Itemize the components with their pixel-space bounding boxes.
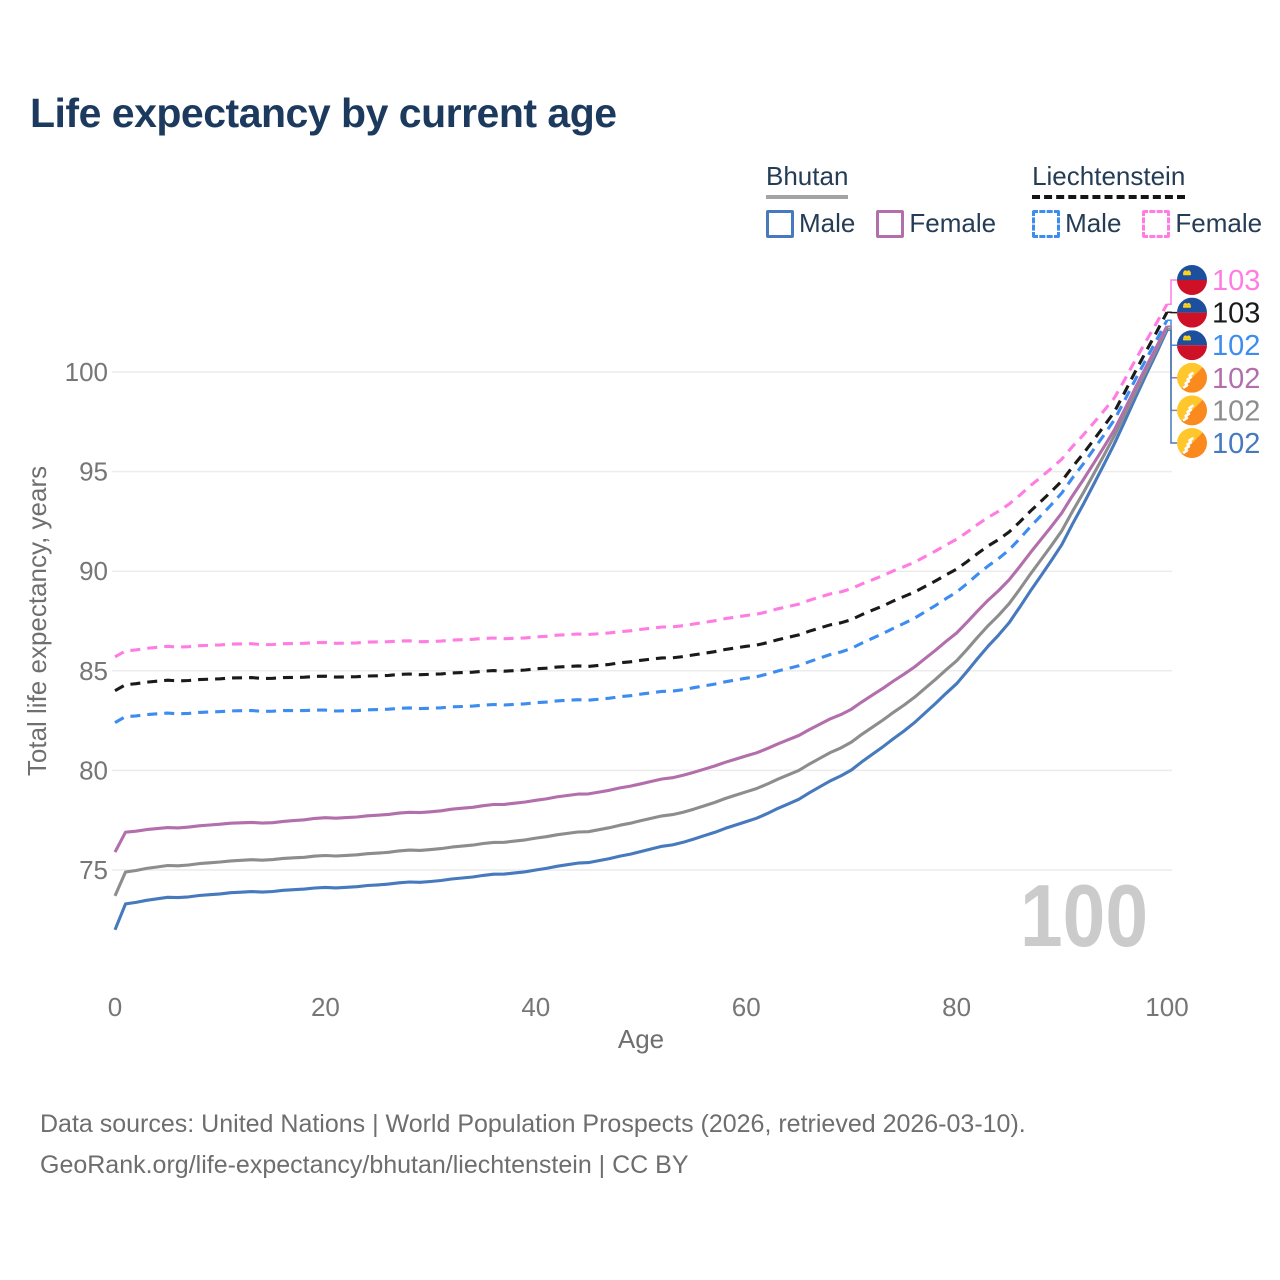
y-tick-label: 95 [79,457,108,487]
end-value-label: 102 [1212,428,1260,460]
legend-label: Female [1175,208,1263,238]
y-axis-title: Total life expectancy, years [22,466,52,776]
liechtenstein-flag-icon [1177,298,1207,328]
bhutan-female-swatch-icon [876,209,905,238]
legend-item-liechtenstein-male[interactable]: Male [1032,208,1121,239]
end-value-label: 103 [1212,265,1260,297]
y-tick-label: 75 [79,855,108,885]
legend-label: Male [1065,208,1122,238]
end-value-label: 102 [1212,395,1260,427]
end-label-connector [1167,319,1177,346]
bhutan-flag-icon [1177,363,1207,393]
x-tick-label: 80 [942,992,971,1022]
x-tick-label: 20 [311,992,340,1022]
line-liechtenstein-male [114,319,1169,724]
legend-item-liechtenstein-female[interactable]: Female [1142,208,1262,239]
end-label-connector [1167,279,1177,306]
end-value-label: 103 [1212,298,1260,330]
page-title: Life expectancy by current age [30,90,617,136]
end-label-connector [1167,327,1177,412]
bhutan-flag-icon [1177,428,1207,458]
y-tick-label: 80 [79,755,108,785]
legend-item-bhutan-male[interactable]: Male [766,208,855,239]
liechtenstein-flag-icon [1177,265,1207,295]
y-tick-label: 100 [65,357,108,387]
footer-url-line: GeoRank.org/life-expectancy/bhutan/liech… [40,1151,689,1179]
legend-label: Male [799,208,856,238]
legend-country-bhutan[interactable]: Bhutan [766,161,849,199]
legend-item-bhutan-female[interactable]: Female [876,208,996,239]
x-tick-label: 0 [108,992,122,1022]
legend-label: Female [909,208,997,238]
liechtenstein-male-swatch-icon [1032,209,1061,238]
age-counter-watermark: 100 [1020,866,1148,965]
gridlines [112,371,1172,871]
x-tick-label: 40 [521,992,550,1022]
end-label-connector [1167,329,1177,444]
bhutan-flag-icon [1177,395,1207,425]
footer-sources-line: Data sources: United Nations | World Pop… [40,1110,1026,1138]
line-liechtenstein [114,311,1169,693]
y-tick-label: 90 [79,556,108,586]
bhutan-male-swatch-icon [766,209,794,238]
legend-group-liechtenstein: Liechtenstein Male Female [1032,161,1262,239]
end-label-connector [1167,325,1177,379]
line-bhutan [113,327,1169,897]
tick-labels: 75 80 85 90 95 100 0 20 40 60 80 100 [65,357,1189,1022]
y-tick-label: 85 [79,656,108,686]
liechtenstein-female-swatch-icon [1142,209,1171,238]
line-bhutan-female [113,325,1169,853]
end-value-label: 102 [1212,330,1260,362]
legend-country-liechtenstein[interactable]: Liechtenstein [1032,161,1186,199]
x-tick-label: 60 [732,992,761,1022]
x-axis-title: Age [618,1024,664,1054]
legend: Bhutan Male Female Liechtenstein Male Fe… [766,161,1262,239]
line-liechtenstein-female [114,303,1169,659]
series-lines [113,303,1169,931]
liechtenstein-flag-icon [1177,330,1207,360]
legend-group-bhutan: Bhutan Male Female [766,161,996,239]
line-bhutan-male [113,329,1169,931]
x-tick-label: 100 [1145,992,1188,1022]
end-value-label: 102 [1212,363,1260,395]
footer-attribution: Data sources: United Nations | World Pop… [40,1104,1026,1186]
